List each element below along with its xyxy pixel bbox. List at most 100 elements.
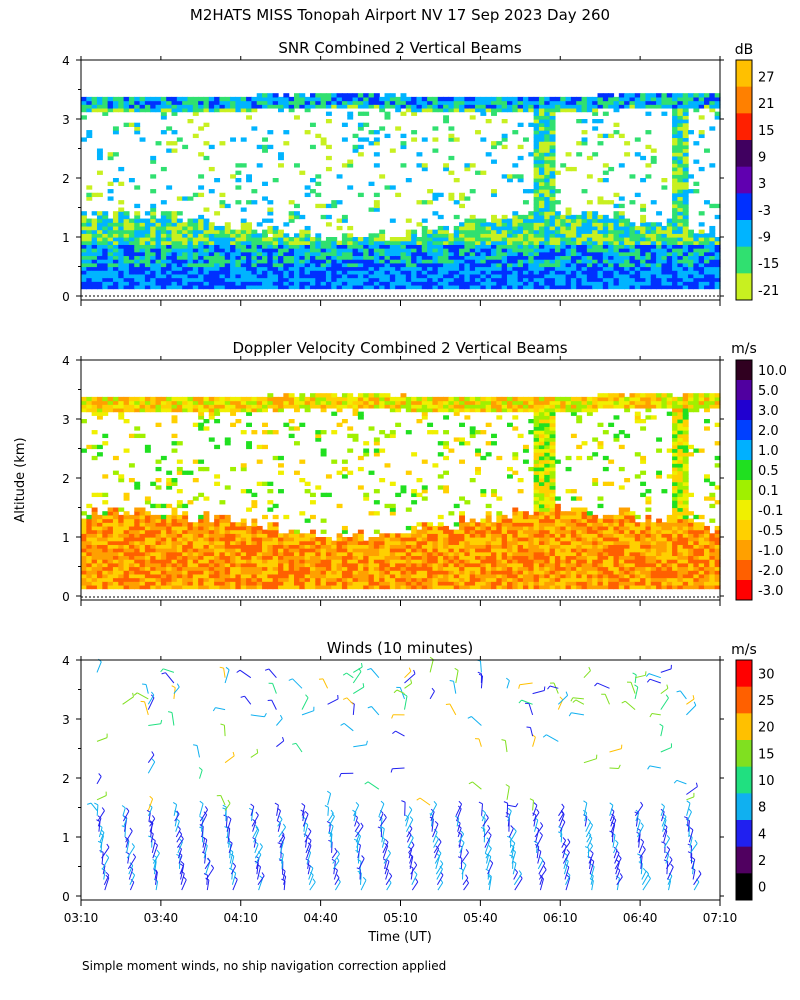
heatmap-cell xyxy=(352,100,359,105)
heatmap-cell xyxy=(272,225,279,231)
heatmap-cell xyxy=(560,259,567,264)
heatmap-cell xyxy=(544,200,551,205)
heatmap-cell xyxy=(645,237,652,242)
heatmap-cell xyxy=(437,573,444,579)
heatmap-cell xyxy=(192,133,199,139)
heatmap-cell xyxy=(160,555,167,560)
heatmap-cell xyxy=(283,240,290,245)
heatmap-cell xyxy=(160,396,167,402)
heatmap-cell xyxy=(267,251,274,257)
heatmap-cell xyxy=(230,229,237,234)
heatmap-cell xyxy=(123,273,130,279)
heatmap-cell xyxy=(634,237,641,242)
heatmap-cell xyxy=(421,248,428,253)
heatmap-cell xyxy=(357,540,364,545)
heatmap-cell xyxy=(192,284,199,290)
heatmap-cell xyxy=(592,111,599,116)
heatmap-cell xyxy=(421,233,428,238)
heatmap-cell xyxy=(491,218,497,223)
heatmap-cell xyxy=(246,529,252,534)
heatmap-cell xyxy=(352,404,359,409)
heatmap-cell xyxy=(427,262,434,268)
heatmap-cell xyxy=(544,229,551,234)
heatmap-cell xyxy=(496,270,503,275)
heatmap-cell xyxy=(629,255,636,260)
heatmap-cell xyxy=(373,237,380,242)
heatmap-cell xyxy=(160,266,167,271)
heatmap-cell xyxy=(102,262,109,268)
heatmap-cell xyxy=(528,107,535,113)
heatmap-cell xyxy=(176,248,183,253)
heatmap-cell xyxy=(272,404,279,409)
heatmap-cell xyxy=(400,133,407,139)
heatmap-cell xyxy=(698,93,705,98)
heatmap-cell xyxy=(389,540,396,545)
heatmap-cell xyxy=(219,540,226,545)
heatmap-cell xyxy=(96,152,103,157)
heatmap-cell xyxy=(246,273,252,279)
heatmap-cell xyxy=(608,273,615,279)
heatmap-cell xyxy=(634,192,641,198)
heatmap-cell xyxy=(214,522,221,527)
heatmap-cell xyxy=(437,100,444,105)
colorbar-label: 15 xyxy=(758,124,775,139)
heatmap-cell xyxy=(341,251,348,257)
heatmap-cell xyxy=(640,222,647,227)
heatmap-cell xyxy=(709,284,716,290)
heatmap-cell xyxy=(507,284,513,290)
heatmap-cell xyxy=(352,255,359,260)
heatmap-cell xyxy=(368,393,375,398)
heatmap-cell xyxy=(597,119,604,124)
heatmap-cell xyxy=(187,584,194,590)
heatmap-cell xyxy=(544,163,551,168)
heatmap-cell xyxy=(325,96,332,102)
heatmap-cell xyxy=(155,562,162,568)
heatmap-cell xyxy=(331,584,338,590)
heatmap-cell xyxy=(198,281,205,286)
heatmap-cell xyxy=(714,259,721,264)
heatmap-cell xyxy=(698,259,705,264)
heatmap-cell xyxy=(155,262,162,268)
heatmap-cell xyxy=(640,240,647,245)
heatmap-cell xyxy=(208,273,215,279)
heatmap-cell xyxy=(198,100,205,105)
heatmap-cell xyxy=(246,551,252,557)
heatmap-cell xyxy=(96,581,103,586)
heatmap-cell xyxy=(565,96,572,102)
heatmap-cell xyxy=(166,225,173,231)
heatmap-cell xyxy=(666,277,673,282)
heatmap-cell xyxy=(411,540,418,545)
heatmap-cell xyxy=(368,266,375,271)
heatmap-cell xyxy=(379,262,386,268)
heatmap-cell xyxy=(672,270,678,275)
heatmap-cell xyxy=(602,284,609,290)
heatmap-cell xyxy=(182,237,189,242)
heatmap-cell xyxy=(357,270,364,275)
heatmap-cell xyxy=(240,233,247,238)
heatmap-cell xyxy=(246,441,252,446)
heatmap-cell xyxy=(102,104,109,109)
heatmap-cell xyxy=(395,581,402,586)
heatmap-cell xyxy=(704,262,710,268)
heatmap-cell xyxy=(453,240,460,245)
heatmap-cell xyxy=(666,284,673,290)
heatmap-cell xyxy=(251,126,258,131)
heatmap-cell xyxy=(309,581,316,586)
heatmap-cell xyxy=(123,448,130,453)
heatmap-cell xyxy=(341,266,348,271)
heatmap-cell xyxy=(128,255,135,260)
heatmap-cell xyxy=(533,259,540,264)
heatmap-cell xyxy=(182,107,189,113)
heatmap-cell xyxy=(549,192,556,198)
heatmap-cell xyxy=(443,96,450,102)
heatmap-cell xyxy=(416,270,423,275)
heatmap-cell xyxy=(123,262,130,268)
heatmap-cell xyxy=(453,266,460,271)
heatmap-cell xyxy=(363,251,370,257)
heatmap-cell xyxy=(139,533,146,538)
heatmap-cell xyxy=(246,100,252,105)
heatmap-cell xyxy=(235,248,242,253)
heatmap-cell xyxy=(320,577,327,582)
heatmap-cell xyxy=(155,518,162,523)
heatmap-cell xyxy=(187,281,194,286)
